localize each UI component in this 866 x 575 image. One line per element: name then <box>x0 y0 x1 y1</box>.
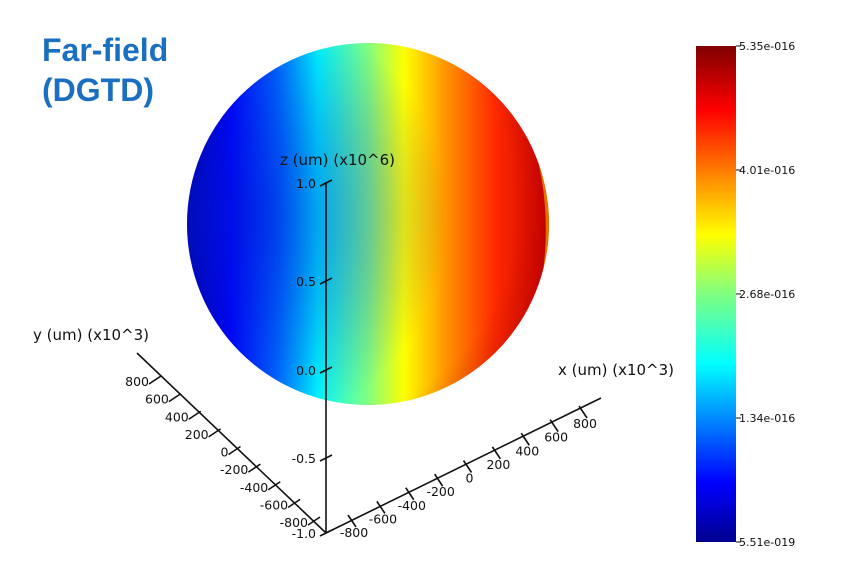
x-tick-mark <box>549 419 559 433</box>
y-tick-label: -600 <box>260 497 288 512</box>
x-tick-mark <box>491 446 502 460</box>
colorbar-label: 5.51e-019 <box>739 536 795 549</box>
y-tick-mark <box>267 481 281 491</box>
z-tick-mark <box>319 454 333 462</box>
x-tick-mark <box>578 405 588 419</box>
x-tick-label: -600 <box>369 511 397 526</box>
y-tick-mark <box>168 392 182 403</box>
colorbar: 5.35e-016 4.01e-016 2.68e-016 1.34e-016 5.51… <box>696 40 795 549</box>
y-tick-mark <box>247 463 261 473</box>
x-tick-label: 200 <box>486 457 510 472</box>
title-line-1: Far-field <box>42 32 169 68</box>
z-tick-label: 1.0 <box>296 176 316 191</box>
colorbar-gradient <box>696 46 736 542</box>
x-tick-mark <box>520 432 530 446</box>
z-tick-label: -0.5 <box>292 451 316 466</box>
y-tick-mark <box>148 375 162 385</box>
plot-title: Far-field (DGTD) <box>42 30 168 110</box>
y-tick-label: -400 <box>240 480 268 495</box>
x-tick-label: -200 <box>426 484 454 499</box>
x-tick-label: -800 <box>340 525 368 540</box>
colorbar-label: 2.68e-016 <box>739 288 795 301</box>
z-tick-label: 0.5 <box>296 274 316 289</box>
y-tick-mark <box>228 445 241 456</box>
z-tick-mark <box>319 277 333 285</box>
y-tick-label: -800 <box>280 515 308 530</box>
colorbar-label: 4.01e-016 <box>739 164 795 177</box>
colorbar-label: 5.35e-016 <box>739 40 795 53</box>
y-tick-label: 200 <box>185 427 209 442</box>
x-tick-mark <box>405 487 415 501</box>
x-tick-mark <box>347 514 357 528</box>
y-tick-label: -200 <box>220 462 248 477</box>
y-tick-label: 400 <box>165 409 189 424</box>
z-axis-label: z (um) (x10^6) <box>280 151 395 169</box>
x-tick-label: 600 <box>544 430 568 445</box>
y-tick-mark <box>208 428 222 438</box>
x-tick-label: -400 <box>398 498 426 513</box>
far-field-sphere <box>187 43 549 405</box>
z-tick-label: -1.0 <box>292 526 316 541</box>
y-tick-mark <box>287 498 301 509</box>
x-tick-label: 400 <box>515 443 539 458</box>
y-tick-mark <box>307 516 321 526</box>
z-tick-mark <box>319 529 333 537</box>
colorbar-label: 1.34e-016 <box>739 412 795 425</box>
x-tick-mark <box>376 500 386 514</box>
y-tick-label: 600 <box>145 392 169 407</box>
z-tick-label: 0.0 <box>296 363 316 378</box>
y-tick-mark <box>188 410 202 420</box>
z-tick-mark <box>319 366 333 374</box>
x-tick-mark <box>433 473 444 487</box>
y-tick-label: 0 <box>221 445 229 460</box>
title-line-2: (DGTD) <box>42 72 154 108</box>
x-tick-label: 800 <box>573 416 597 431</box>
y-tick-label: 800 <box>125 374 149 389</box>
x-axis-label: x (um) (x10^3) <box>558 361 674 379</box>
x-tick-mark <box>462 460 473 473</box>
z-tick-mark <box>319 179 333 187</box>
y-axis-label: y (um) (x10^3) <box>33 326 149 344</box>
x-tick-label: 0 <box>466 471 474 486</box>
